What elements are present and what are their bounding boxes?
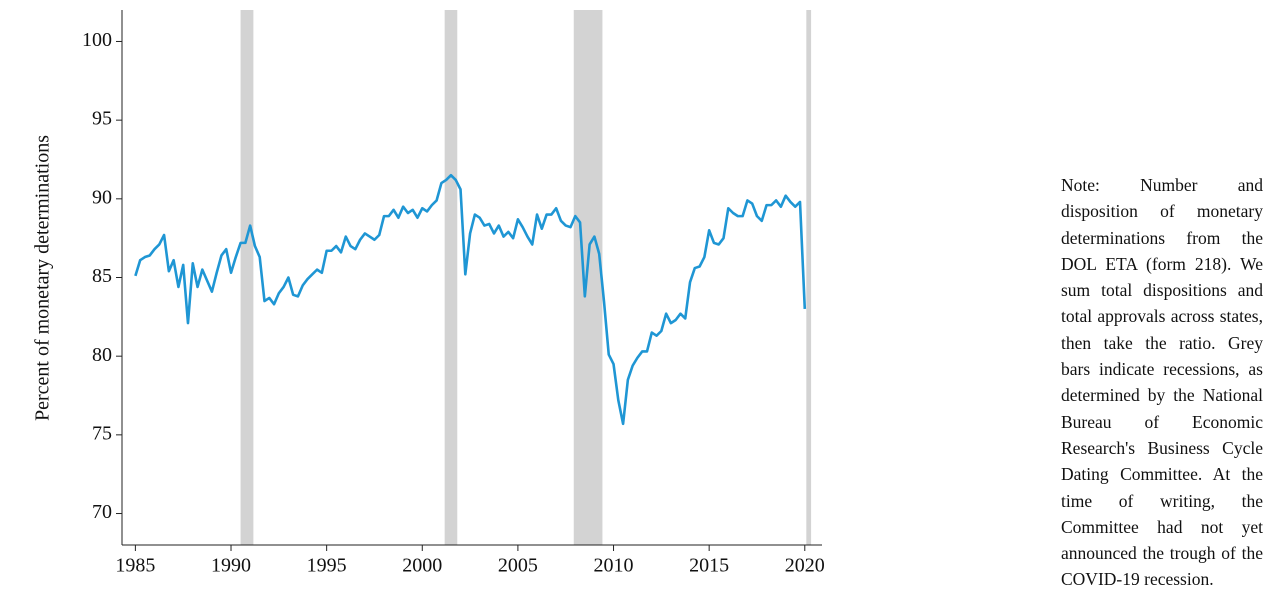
recession-band — [444, 10, 458, 545]
x-tick-label: 2000 — [402, 555, 442, 577]
chart: Percent of monetary determinations 70 75 8… — [32, 10, 825, 577]
y-tick-label: 75 — [92, 422, 112, 444]
x-tick-label: 1995 — [307, 555, 347, 577]
recession-band — [240, 10, 254, 545]
data-line — [134, 173, 807, 426]
y-tick-label: 80 — [92, 344, 112, 366]
y-tick-label: 90 — [92, 186, 112, 208]
recession-band — [573, 10, 603, 545]
x-tick-label: 2010 — [594, 555, 634, 577]
recession-band — [806, 10, 812, 545]
y-tick-label: 95 — [92, 108, 112, 130]
x-tick-label: 1985 — [115, 555, 155, 577]
x-tick-label: 2015 — [689, 555, 729, 577]
y-tick-label: 100 — [82, 29, 112, 51]
x-tick-label: 2005 — [498, 555, 538, 577]
y-tick-label: 85 — [92, 265, 112, 287]
x-tick-label: 1990 — [211, 555, 251, 577]
y-axis-label: Percent of monetary determinations — [32, 135, 54, 421]
y-tick-label: 70 — [92, 501, 112, 523]
x-tick-label: 2020 — [785, 555, 825, 577]
note: Note: Number and disposition of monetary… — [1061, 175, 1263, 590]
